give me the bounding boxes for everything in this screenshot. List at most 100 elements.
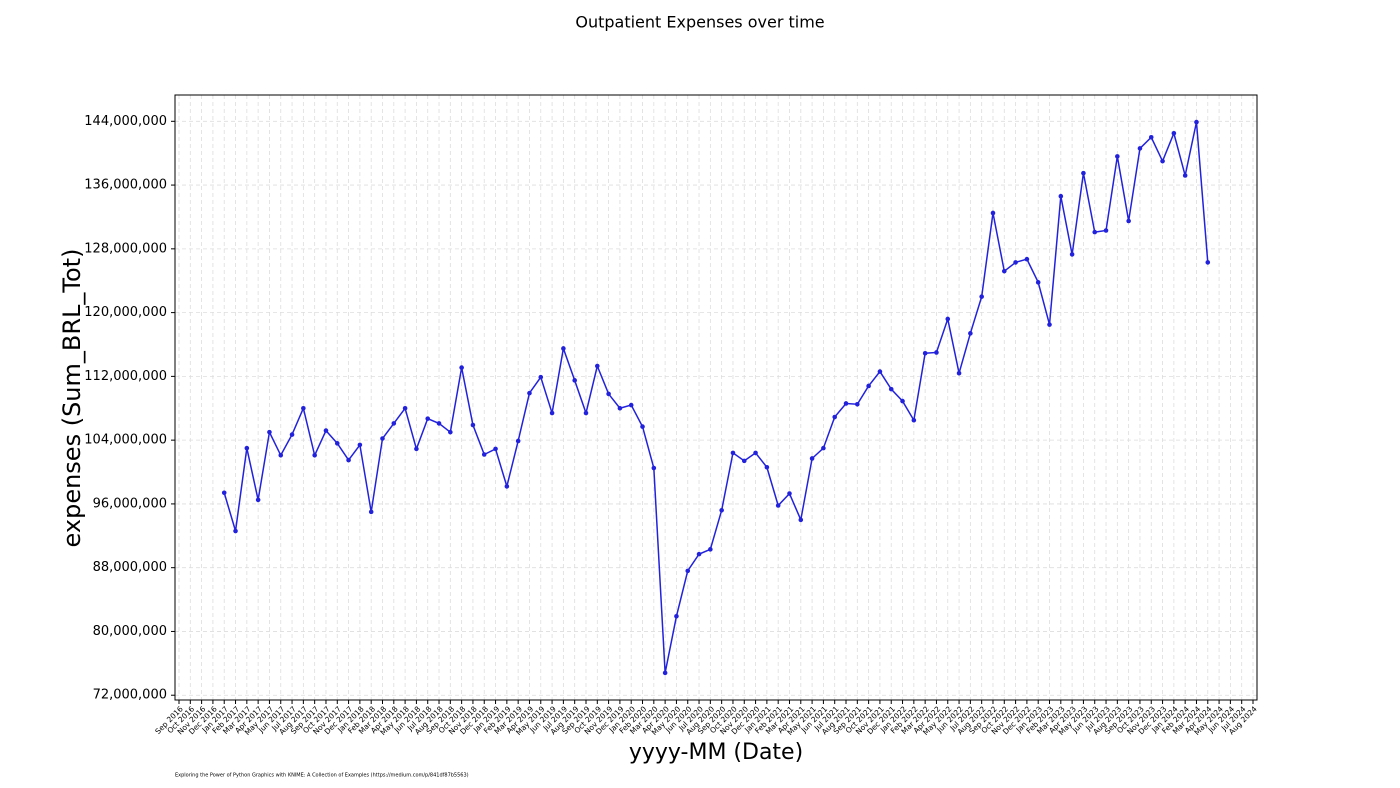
- footnote: Exploring the Power of Python Graphics w…: [175, 773, 469, 779]
- point: [640, 424, 645, 429]
- point: [470, 422, 476, 428]
- point: [391, 421, 397, 426]
- point: [334, 441, 340, 446]
- point: [233, 528, 238, 534]
- point: [1024, 256, 1030, 262]
- y-tick-label: 120,000,000: [84, 305, 167, 320]
- point: [866, 383, 871, 389]
- y-axis-label: expenses (Sum_BRL_Tot): [58, 249, 86, 548]
- point: [1092, 229, 1098, 235]
- point: [696, 551, 702, 557]
- point: [594, 363, 600, 369]
- point: [809, 456, 815, 461]
- point: [278, 452, 284, 458]
- point: [945, 316, 951, 322]
- point: [1081, 170, 1086, 176]
- point: [606, 391, 611, 397]
- point: [685, 568, 691, 574]
- point: [1148, 134, 1154, 140]
- point: [1035, 280, 1041, 285]
- point: [674, 614, 679, 619]
- point: [968, 331, 973, 336]
- point: [1013, 260, 1018, 265]
- point: [911, 417, 917, 423]
- point: [1103, 228, 1109, 233]
- point: [572, 378, 577, 383]
- point: [1194, 119, 1199, 125]
- point: [730, 450, 736, 456]
- point: [1160, 158, 1165, 164]
- point: [436, 421, 442, 426]
- point: [481, 452, 487, 457]
- point: [1115, 154, 1120, 159]
- point: [301, 405, 306, 411]
- point: [617, 405, 623, 411]
- y-tick-label: 112,000,000: [84, 369, 167, 384]
- point: [956, 370, 962, 376]
- point: [741, 458, 747, 464]
- point: [1069, 252, 1075, 257]
- y-tick-label: 80,000,000: [93, 624, 167, 639]
- plot-frame: [174, 94, 1258, 701]
- point: [821, 445, 826, 451]
- point: [538, 374, 544, 380]
- point: [515, 438, 521, 444]
- point: [888, 386, 894, 392]
- point: [402, 405, 408, 411]
- point: [798, 517, 804, 523]
- point: [425, 416, 431, 421]
- y-tick-label: 72,000,000: [93, 688, 167, 703]
- y-tick-label: 104,000,000: [84, 433, 167, 448]
- point: [244, 445, 250, 451]
- point: [979, 294, 984, 299]
- point: [922, 350, 928, 356]
- point: [493, 446, 498, 452]
- line: [223, 121, 1209, 674]
- point: [1137, 146, 1143, 151]
- y-tick-label: 88,000,000: [93, 560, 167, 575]
- point: [289, 432, 295, 437]
- point: [527, 390, 532, 396]
- point: [1001, 268, 1007, 274]
- point: [448, 429, 453, 435]
- point: [843, 401, 849, 406]
- x-axis-label: yyyy-MM (Date): [629, 740, 803, 765]
- point: [255, 497, 261, 503]
- point: [1182, 173, 1188, 178]
- point: [1171, 130, 1177, 136]
- y-tick-label: 136,000,000: [84, 178, 167, 193]
- point: [380, 436, 385, 441]
- chart-title: Outpatient Expenses over time: [575, 13, 824, 32]
- point: [346, 457, 351, 463]
- point: [1058, 193, 1064, 199]
- point: [1126, 218, 1131, 224]
- point: [1047, 322, 1052, 327]
- point: [267, 429, 272, 435]
- point: [561, 346, 566, 351]
- point: [753, 450, 758, 456]
- point: [323, 428, 329, 433]
- point: [368, 509, 374, 515]
- point: [990, 210, 996, 216]
- point: [934, 350, 939, 355]
- point: [549, 410, 555, 416]
- point: [583, 410, 589, 416]
- point: [414, 446, 419, 452]
- point: [787, 491, 792, 496]
- point: [900, 398, 905, 404]
- point: [312, 452, 317, 458]
- point: [775, 503, 781, 508]
- point: [459, 365, 464, 370]
- point: [708, 547, 713, 552]
- point: [877, 369, 883, 374]
- point: [628, 402, 634, 408]
- point: [719, 507, 724, 513]
- point: [221, 490, 227, 496]
- point: [662, 670, 668, 676]
- point: [764, 464, 770, 470]
- y-tick-label: 144,000,000: [84, 114, 167, 129]
- point: [357, 442, 363, 448]
- point: [1205, 260, 1211, 265]
- y-tick-label: 96,000,000: [93, 496, 167, 511]
